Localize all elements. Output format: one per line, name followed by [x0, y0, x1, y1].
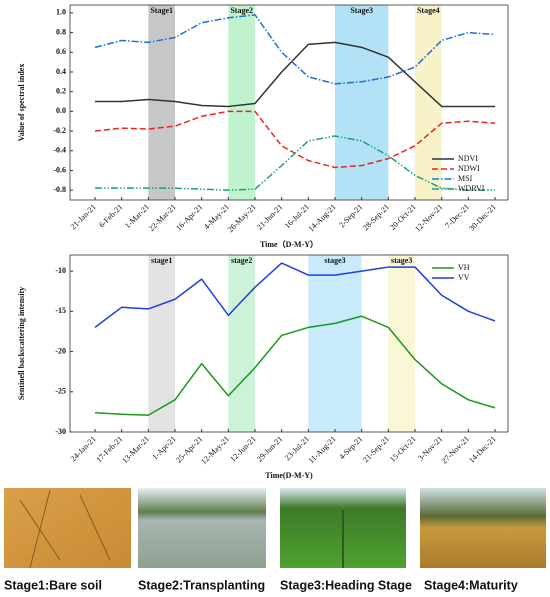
y-tick-label: 0.2 [56, 86, 66, 95]
stage-band [148, 255, 175, 432]
y-tick-label: -20 [55, 346, 66, 355]
x-axis-label: Time（D-M-Y） [260, 239, 318, 249]
caption: Stage2:Transplanting [138, 578, 265, 592]
series-line [95, 41, 495, 108]
stage-band [228, 255, 255, 432]
stage-label: Stage1 [150, 6, 173, 15]
x-tick-label: 14-Dec-21 [467, 434, 498, 465]
legend-label: WDRVI [458, 184, 485, 193]
x-tick-label: 27-Nov-21 [440, 434, 471, 465]
plot-frame [69, 254, 509, 433]
y-tick-label: -0.4 [53, 146, 66, 155]
stage-band [308, 255, 362, 432]
caption: Stage3:Heading Stage [280, 578, 412, 592]
legend-label: NDVI [458, 154, 478, 163]
legend-label: VV [458, 273, 470, 282]
series-line [95, 135, 495, 191]
y-tick-label: 0.8 [56, 27, 66, 36]
stage-label: Stage2 [230, 6, 253, 15]
x-tick-label: 21-Jun-21 [255, 202, 284, 231]
x-tick-label: 21-Sep-21 [361, 434, 391, 464]
x-tick-label: 16-Apr-21 [174, 202, 204, 232]
stage-label: Stage4 [417, 6, 440, 15]
caption: Stage4:Maturity [424, 578, 518, 592]
y-tick-label: 0.4 [56, 67, 66, 76]
x-tick-label: 17-Feb-21 [94, 434, 124, 464]
x-tick-label: 11-Aug-21 [307, 434, 338, 465]
y-axis-label: Value of spectral index [17, 64, 26, 142]
x-tick-label: 24-Jan-21 [69, 434, 98, 463]
y-tick-label: -15 [55, 306, 66, 315]
photo-maturity [420, 488, 546, 568]
stage-label: Stage3 [350, 6, 373, 15]
legend-label: NDWI [458, 164, 480, 173]
plot-frame [69, 4, 509, 201]
x-axis-label: Time(D-M-Y) [265, 471, 313, 480]
stage-label: stage2 [231, 256, 252, 265]
y-axis-label: Sentinell backscattering intensity [17, 287, 26, 400]
y-tick-label: -10 [55, 266, 66, 275]
stage-band [228, 5, 255, 200]
photo-bare-soil [4, 488, 131, 568]
x-tick-label: 15-Oct-21 [388, 434, 418, 464]
legend-label: VH [458, 263, 470, 272]
x-tick-label: 13-Mar-21 [120, 434, 151, 465]
stage-label: stage1 [151, 256, 172, 265]
series-line [94, 14, 496, 85]
caption: Stage1:Bare soil [4, 578, 102, 592]
y-tick-label: 1.0 [56, 8, 66, 17]
stage-label: stage3 [391, 256, 412, 265]
y-tick-label: -0.6 [53, 165, 66, 174]
y-tick-label: -0.2 [53, 126, 66, 135]
x-tick-label: 12-May-21 [199, 434, 231, 466]
stage-label: stage3 [324, 256, 345, 265]
x-tick-label: 14-Aug-21 [307, 202, 338, 233]
x-tick-label: 29-Jun-21 [255, 434, 284, 463]
y-tick-label: -0.8 [53, 185, 66, 194]
series-line [94, 262, 496, 329]
y-tick-label: 0.6 [56, 47, 66, 56]
x-tick-label: 12-Jun-21 [228, 434, 257, 463]
legend-label: MSI [458, 174, 473, 183]
y-tick-label: 0.0 [56, 106, 66, 115]
series-line [94, 315, 496, 416]
y-tick-label: -30 [55, 427, 66, 436]
photo-detail [19, 489, 111, 569]
x-tick-label: 21-Jan-21 [69, 202, 98, 231]
stage-band [335, 5, 389, 200]
x-tick-label: 6-Feb-21 [97, 202, 124, 229]
x-tick-label: 12-Nov-21 [413, 202, 444, 233]
x-tick-label: 22-Mar-21 [147, 202, 178, 233]
x-tick-label: 30-Dec-21 [467, 202, 498, 233]
photo-transplanting [138, 488, 266, 568]
x-tick-label: 26-May-21 [226, 202, 258, 234]
x-tick-label: 28-Sep-21 [361, 202, 391, 232]
y-tick-label: -25 [55, 387, 66, 396]
stage-band [148, 5, 175, 200]
